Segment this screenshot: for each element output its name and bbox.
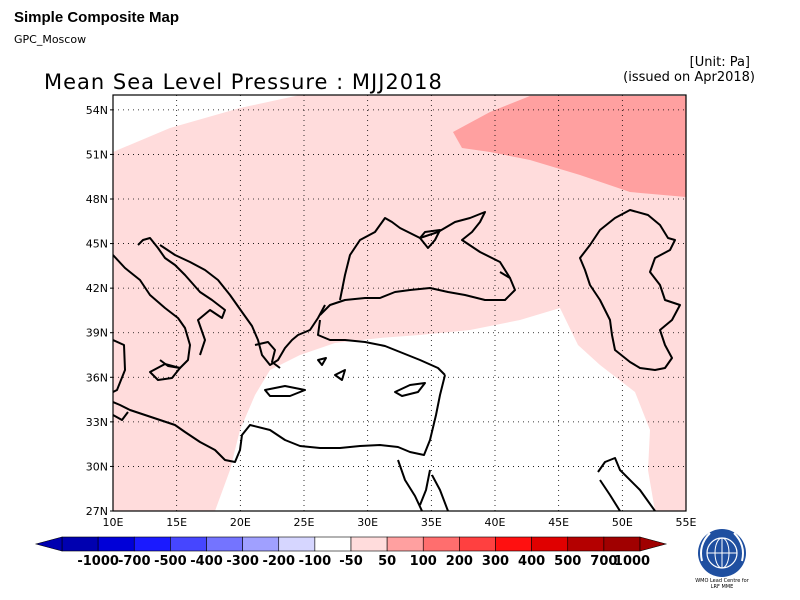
coast-islands xyxy=(317,357,346,381)
lat-label-42N: 42N xyxy=(86,282,108,295)
colorbar-swatch xyxy=(459,536,496,552)
colorbar-label: -200 xyxy=(262,554,295,569)
coast-turkey xyxy=(317,271,516,376)
lat-label-27N: 27N xyxy=(86,505,108,518)
colorbar-swatch xyxy=(422,536,460,552)
coast-sardinia xyxy=(113,339,126,393)
logo-caption: WMO Lead Centre for LRF MME xyxy=(695,578,749,590)
colorbar-swatch xyxy=(61,536,99,552)
gridlines xyxy=(113,95,686,511)
coast-cyprus xyxy=(394,382,426,397)
coast-crete xyxy=(264,385,306,397)
colorbar-swatch xyxy=(97,536,135,552)
colorbar-swatch xyxy=(386,536,424,552)
coast-crimea xyxy=(419,229,441,249)
colorbar-label: -700 xyxy=(118,554,151,569)
map-title: Mean Sea Level Pressure : MJJ2018 xyxy=(44,70,443,94)
page-subtitle: GPC_Moscow xyxy=(14,33,87,46)
lat-label-48N: 48N xyxy=(86,193,108,206)
lat-label-45N: 45N xyxy=(86,238,108,251)
colorbar-label: 1000 xyxy=(614,554,650,569)
colorbar-label: 300 xyxy=(482,554,509,569)
lat-label-36N: 36N xyxy=(86,371,108,384)
coastlines xyxy=(113,209,681,511)
colorbar-label: 200 xyxy=(446,554,473,569)
colorbar-min-arrow xyxy=(34,536,63,552)
lon-label-15E: 15E xyxy=(166,516,187,529)
colorbar-label: -100 xyxy=(299,554,332,569)
shade-100-200 xyxy=(453,96,686,197)
issued-label: (issued on Apr2018) xyxy=(623,70,755,85)
lon-label-35E: 35E xyxy=(421,516,442,529)
unit-label: [Unit: Pa] xyxy=(689,55,750,70)
lat-label-33N: 33N xyxy=(86,416,108,429)
colorbar-label: 400 xyxy=(518,554,545,569)
lon-label-50E: 50E xyxy=(612,516,633,529)
colorbar-swatch xyxy=(495,536,532,552)
anomaly-shading xyxy=(113,95,686,511)
colorbar-swatch xyxy=(242,536,280,552)
page-title: Simple Composite Map xyxy=(14,9,180,26)
lon-label-40E: 40E xyxy=(485,516,506,529)
coast-balkans xyxy=(159,244,326,366)
lat-label-39N: 39N xyxy=(86,327,108,340)
colorbar-label: -400 xyxy=(190,554,223,569)
colorbar-label: 100 xyxy=(410,554,437,569)
coast-gulf xyxy=(599,479,621,511)
lat-label-51N: 51N xyxy=(86,148,108,161)
lat-label-30N: 30N xyxy=(86,460,108,473)
plot-frame xyxy=(112,94,687,512)
coast-arabia xyxy=(597,457,656,511)
lon-label-20E: 20E xyxy=(230,516,251,529)
colorbar-label: 700 xyxy=(590,554,617,569)
lon-label-25E: 25E xyxy=(294,516,315,529)
colorbar xyxy=(34,536,668,552)
lon-label-45E: 45E xyxy=(548,516,569,529)
coast-caspian xyxy=(579,209,681,371)
lat-label-54N: 54N xyxy=(86,104,108,117)
colorbar-label: -50 xyxy=(339,554,363,569)
colorbar-label: 500 xyxy=(554,554,581,569)
colorbar-label: -300 xyxy=(226,554,259,569)
lon-label-55E: 55E xyxy=(676,516,697,529)
colorbar-swatch xyxy=(206,536,243,552)
colorbar-swatch xyxy=(278,536,316,552)
lon-label-10E: 10E xyxy=(103,516,124,529)
colorbar-swatch xyxy=(567,536,605,552)
colorbar-label: -1000 xyxy=(77,554,119,569)
colorbar-label: 50 xyxy=(378,554,396,569)
colorbar-labels: -1000 -700 -500 -400 -300 -200 -100 -50 50 100 200… xyxy=(77,554,650,569)
colorbar-label: -500 xyxy=(154,554,187,569)
colorbar-swatch xyxy=(531,536,569,552)
colorbar-swatch xyxy=(350,536,388,552)
lon-label-30E: 30E xyxy=(357,516,378,529)
colorbar-swatch xyxy=(314,536,352,552)
coast-sicily xyxy=(149,363,181,381)
coast-red-sea xyxy=(397,459,449,511)
coast-levant-egypt xyxy=(113,374,446,463)
colorbar-swatch xyxy=(603,536,641,552)
wmo-logo xyxy=(698,529,746,577)
colorbar-swatch xyxy=(133,536,171,552)
lat-tick-labels: 27N 30N 33N 36N 39N 42N 45N 48N 51N 54N xyxy=(86,104,113,518)
coast-libya-tunisia xyxy=(113,411,129,421)
lon-tick-labels: 10E 15E 20E 25E 30E 35E 40E 45E 50E 55E xyxy=(103,516,697,529)
colorbar-swatch xyxy=(170,536,207,552)
shade-50-100 xyxy=(113,95,686,511)
coast-greece-detail xyxy=(254,341,281,369)
colorbar-max-arrow xyxy=(639,536,668,552)
